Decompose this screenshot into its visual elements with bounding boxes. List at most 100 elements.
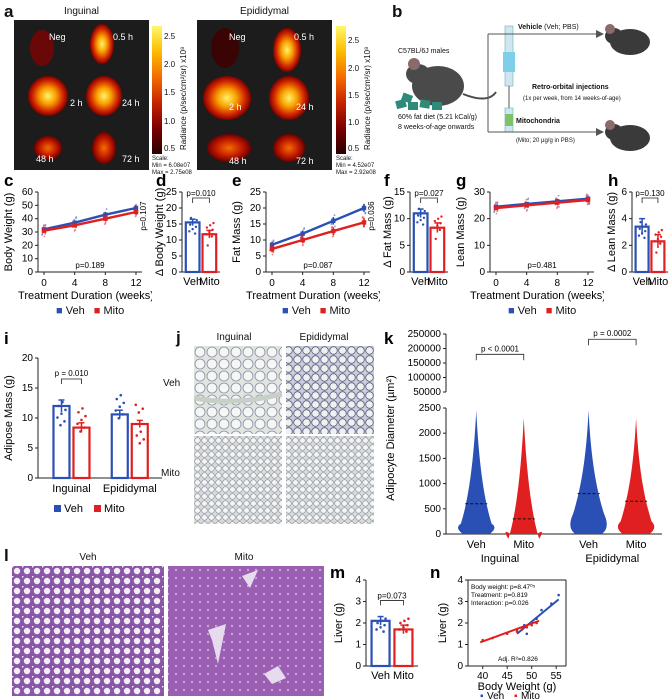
y-tick-label: 10 [250, 235, 262, 246]
data-point [659, 242, 662, 245]
data-point [139, 430, 143, 433]
data-point [416, 221, 419, 224]
colorbar-tick: 0.5 [348, 144, 360, 153]
data-point [382, 630, 385, 633]
ivis-image-epididymal [197, 20, 332, 170]
ivis-image-inguinal [14, 20, 149, 170]
data-point [272, 239, 275, 242]
panel-label: i [4, 329, 9, 348]
ivis-title-inguinal: Inguinal [63, 6, 100, 17]
x-tick-label: 55 [551, 671, 563, 682]
data-point [540, 608, 543, 612]
stats-text: Interaction: p=0.026 [471, 600, 529, 607]
histology-row-mito: Mito [161, 468, 180, 479]
legend-veh-icon: ■ [56, 305, 63, 317]
y-axis-label: Liver (g) [333, 603, 345, 643]
colorbar-tick: 1.0 [348, 118, 360, 127]
histology-epididymal-mito [286, 436, 374, 524]
series-marker [493, 205, 499, 211]
colorbar-title-inguinal: Radiance (p/sec/cm²/sr) x10⁸ [179, 46, 188, 150]
y-axis-label: Δ Body Weight (g) [154, 188, 166, 276]
x-tick-label: Mito [626, 539, 647, 551]
data-point [422, 216, 426, 220]
data-point [188, 230, 191, 233]
data-point [333, 214, 336, 217]
liver-title-veh: Veh [79, 552, 97, 563]
data-point [43, 224, 45, 226]
panel-label: h [608, 171, 618, 190]
x-axis-label: Body Weight (g) [478, 681, 557, 693]
liver-vessel [208, 624, 226, 664]
legend-mito-label: Mito [104, 503, 125, 515]
group-label: Epididymal [585, 553, 639, 565]
x-tick-label: Mito [513, 539, 534, 551]
panel-label: c [4, 171, 13, 190]
colorbar-tick: 1.5 [348, 91, 360, 100]
histology-inguinal-mito [194, 436, 282, 524]
data-point [60, 412, 63, 415]
violin-mito [617, 418, 655, 534]
panel-label-b: b [392, 2, 403, 21]
y-tick-label: 10 [22, 254, 34, 265]
group-label: Inguinal [481, 553, 520, 565]
data-point [137, 411, 141, 414]
x-tick-label: Veh [579, 539, 598, 551]
data-point [643, 229, 647, 233]
arrowhead-icon [596, 30, 604, 38]
series-marker [133, 209, 139, 215]
vehicle-sub: (Veh; PBS) [542, 24, 579, 31]
mouse-icon-veh [605, 24, 650, 55]
data-point [654, 233, 657, 236]
organ-label-24h: 24 h [296, 102, 314, 112]
y-tick-label: 15 [22, 383, 34, 394]
p-value: p=0.087 [303, 261, 333, 270]
data-point [438, 228, 442, 232]
y-axis-label: Δ Fat Mass (g) [382, 196, 394, 268]
data-point [59, 423, 62, 427]
data-point [436, 224, 439, 227]
colorbar-inguinal [152, 26, 162, 154]
data-point [407, 617, 410, 620]
scale-title: Scale: [336, 156, 353, 162]
data-point [656, 237, 660, 241]
y-axis-label: Liver (g) [437, 603, 449, 643]
data-point [301, 233, 304, 236]
y-tick-label: 60 [22, 187, 34, 198]
data-point [81, 407, 84, 410]
data-point [271, 253, 274, 256]
data-point [641, 225, 645, 228]
data-point [655, 251, 658, 254]
significance-bracket [588, 338, 637, 346]
legend-veh-label: Veh [291, 305, 311, 317]
y-axis-label: Adipocyte Diameter (µm²) [385, 375, 397, 501]
significance-bracket [475, 353, 525, 361]
panel-label-l: l [4, 546, 9, 565]
data-point [74, 228, 76, 231]
data-point [194, 225, 198, 229]
histology-fiber [194, 391, 283, 404]
y-tick-label: 10 [22, 413, 34, 424]
y-tick-label: 3 [355, 597, 361, 608]
y-tick-label: 4 [355, 575, 361, 586]
data-point [75, 216, 78, 218]
panel-label: d [156, 171, 166, 190]
bar-veh [110, 413, 129, 480]
ivis-title-epididymal: Epididymal [240, 6, 289, 17]
colorbar-tick: 2.5 [348, 36, 360, 45]
y-tick-label: 1 [457, 640, 463, 651]
data-point [555, 197, 558, 200]
series-marker [555, 200, 560, 205]
data-point [383, 623, 386, 627]
mito-sub: (Mito; 20 µg/g in PBS) [516, 138, 575, 144]
x-tick-label: Veh [633, 276, 652, 288]
histology-title-epididymal: Epididymal [299, 332, 349, 343]
data-point [375, 628, 378, 631]
diet-line-2: 8 weeks-of-age onwards [398, 124, 475, 131]
legend-g: ■ Veh ■ Mito [508, 305, 576, 317]
y-tick-label: 0 [435, 529, 441, 540]
data-point [520, 628, 524, 631]
data-point [440, 215, 443, 218]
series-marker [41, 228, 47, 233]
data-point [436, 217, 440, 220]
